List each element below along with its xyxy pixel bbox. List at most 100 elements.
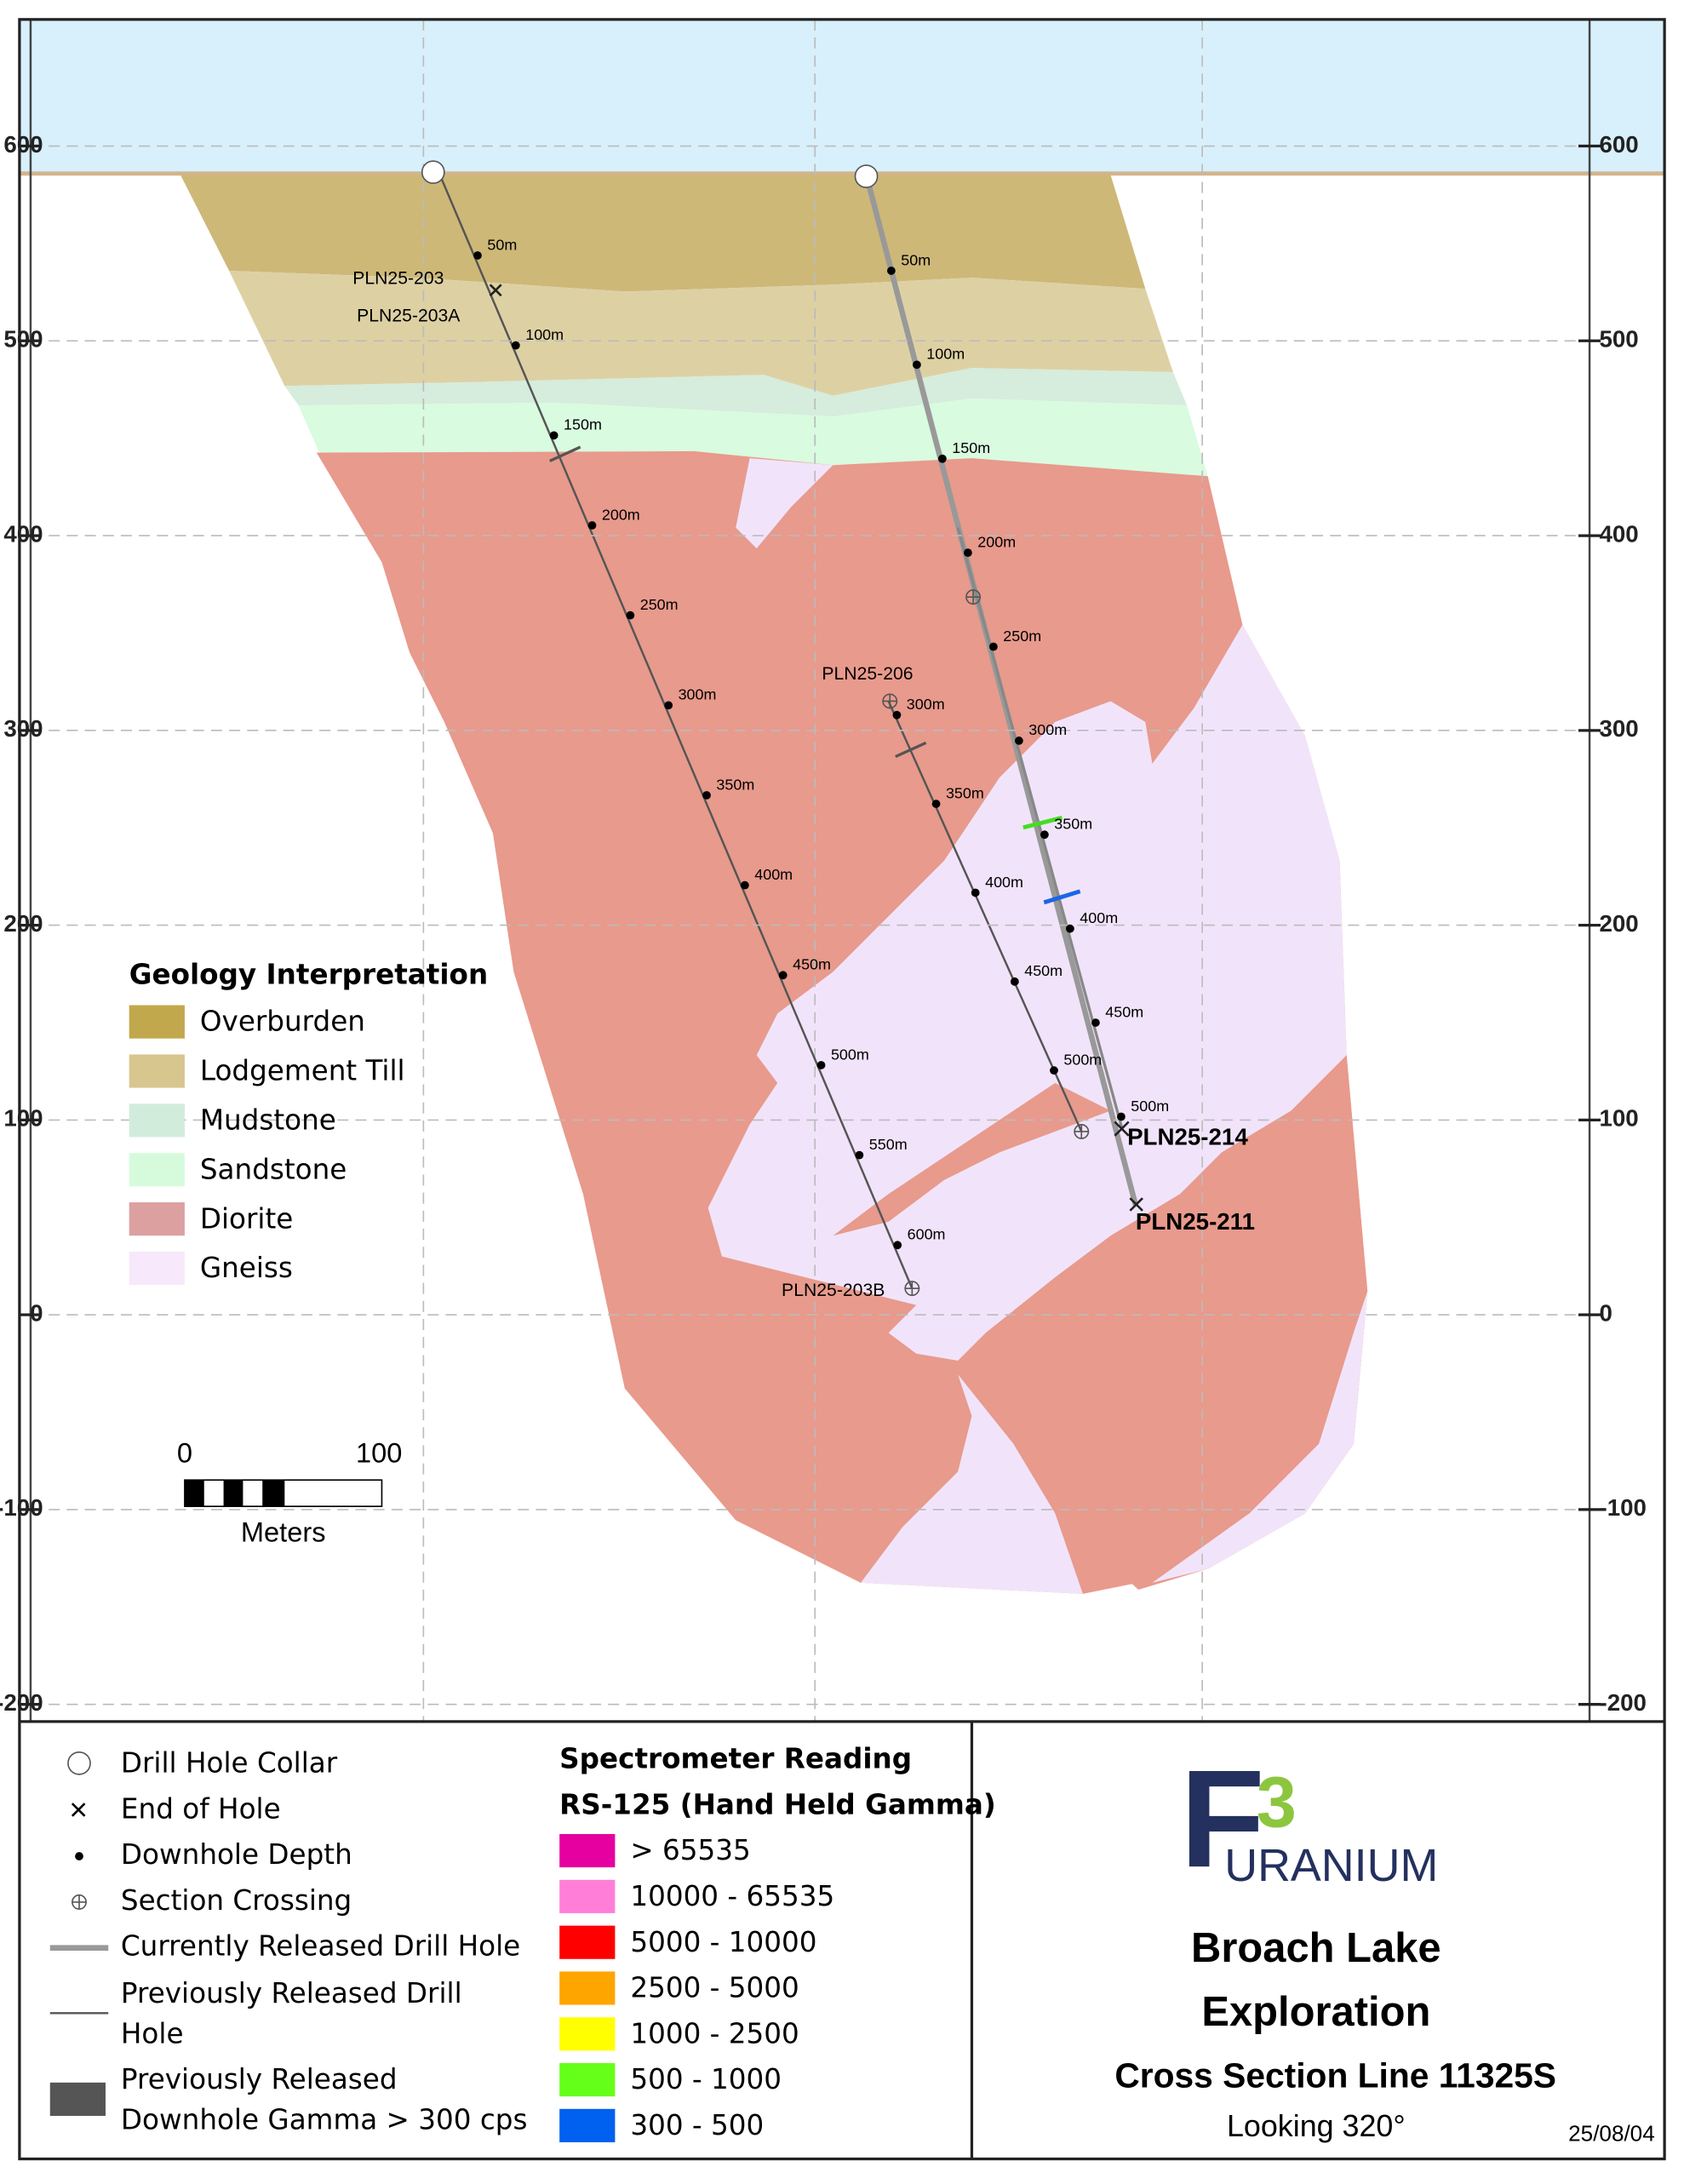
depth-label: 350m: [946, 784, 984, 801]
elevation-label: 500: [1599, 326, 1638, 353]
mudstone: [284, 368, 1188, 417]
hole-label: PLN25-203A: [357, 306, 461, 325]
depth-label: 100m: [926, 346, 965, 363]
symbol-label: Section Crossing: [121, 1884, 352, 1917]
scale-end: 100: [356, 1436, 402, 1468]
depth-label: 150m: [564, 416, 602, 433]
frame: [18, 18, 1666, 2161]
section-crossing: [905, 1281, 919, 1296]
lodgement-till: [229, 270, 1173, 396]
elevation-label: 400: [3, 520, 43, 547]
previous-drill-hole: [887, 700, 1083, 1132]
elevation-label: -200: [0, 1689, 43, 1716]
title-line: Broach Lake: [1191, 1925, 1441, 1971]
subtitle: Cross Section Line 11325S: [1114, 2056, 1556, 2095]
date: 25/08/04: [1568, 2121, 1655, 2147]
elevation-label: 0: [30, 1299, 43, 1326]
symbol-label: End of Hole: [121, 1792, 281, 1825]
depth-dot: [664, 701, 673, 710]
depth-label: 400m: [1080, 909, 1118, 926]
spectrometer-swatch: [559, 2017, 616, 2051]
depth-dot: [893, 1241, 902, 1250]
symbol-label: Previously Released Drill: [121, 1977, 462, 2009]
spectrometer-swatch: [559, 2063, 616, 2097]
legend-label: Sandstone: [200, 1153, 347, 1185]
depth-dot: [1050, 1066, 1058, 1075]
depth-label: 450m: [1024, 962, 1063, 979]
depth-dot: [587, 521, 597, 530]
depth-dot: [778, 971, 788, 980]
elevation-label: 100: [1599, 1105, 1638, 1132]
logo-word: URANIUM: [1224, 1840, 1438, 1891]
hole-label: PLN25-203: [352, 268, 444, 288]
symbol-label: Hole: [121, 2017, 184, 2049]
geology-legend-title: Geology Interpretation: [129, 958, 488, 990]
elevation-label: 0: [1599, 1299, 1612, 1326]
depth-dot: [1015, 737, 1023, 745]
elevation-label: 300: [1599, 715, 1638, 742]
spectrometer-title: RS-125 (Hand Held Gamma): [559, 1788, 996, 1820]
spectrometer-label: 5000 - 10000: [630, 1926, 816, 1958]
gneiss: [707, 624, 1347, 1361]
depth-dot: [892, 710, 902, 719]
symbol-label: Downhole Gamma > 300 cps: [121, 2104, 528, 2136]
scale-bar-segment: [262, 1480, 285, 1507]
overburden: [180, 175, 1146, 292]
symbol-label: Previously Released: [121, 2063, 398, 2095]
symbol-label: Downhole Depth: [121, 1838, 352, 1871]
depth-label: 50m: [487, 236, 517, 253]
scale-bar: 0 100 Meters: [177, 1436, 403, 1547]
symbol-label: Drill Hole Collar: [121, 1746, 338, 1779]
elevation-label: 500: [3, 326, 43, 353]
depth-label: 450m: [793, 956, 831, 973]
depth-label: 300m: [1028, 721, 1067, 738]
current-drill-hole: [956, 527, 1124, 1128]
depth-dot: [1066, 924, 1074, 933]
depth-dot: [1010, 977, 1019, 986]
scale-bar-segment: [184, 1480, 204, 1507]
end-of-hole: [1114, 1121, 1130, 1137]
depth-dot: [855, 1150, 864, 1160]
depth-dot: [702, 791, 711, 800]
elevation-label: 200: [3, 910, 43, 937]
depth-dot: [549, 431, 558, 440]
crossings: [882, 589, 1090, 1297]
scale-unit: Meters: [241, 1516, 326, 1547]
depth-label: 350m: [716, 776, 754, 793]
spectrometer-label: 10000 - 65535: [630, 1880, 834, 1912]
depth-label: 550m: [869, 1136, 908, 1153]
spectrometer-label: 2500 - 5000: [630, 1972, 799, 2004]
depth-dot: [511, 341, 520, 350]
legend-swatch: [129, 1153, 185, 1187]
scale-start: 0: [177, 1436, 192, 1468]
crossing-tick: [549, 445, 581, 462]
depth-label: 300m: [679, 686, 717, 703]
spectrometer-label: 500 - 1000: [630, 2063, 782, 2095]
depth-dot: [816, 1061, 826, 1069]
elevation-label: 400: [1599, 520, 1638, 547]
legend-swatch: [129, 1202, 185, 1236]
gneiss: [861, 1374, 1083, 1594]
view-direction: Looking 320°: [1227, 2109, 1406, 2143]
end-of-hole: [1129, 1197, 1143, 1212]
symbol-icons: [49, 1751, 109, 2116]
depth-label: 300m: [907, 696, 945, 713]
depth-label: 100m: [525, 326, 564, 343]
hole-label: PLN25-206: [822, 664, 913, 684]
depth-label: 250m: [640, 596, 679, 613]
legend-label: Diorite: [200, 1202, 293, 1235]
crossing-tick: [895, 741, 927, 759]
spectrometer-swatch: [559, 1971, 616, 2005]
elevation-label: 600: [3, 131, 43, 158]
depth-label: 450m: [1105, 1003, 1143, 1020]
legend-swatch: [129, 1103, 185, 1138]
depth-label: 200m: [602, 506, 640, 523]
depth-dot: [740, 880, 749, 890]
section-crossing: [883, 694, 897, 708]
depth-dot: [886, 267, 896, 275]
depth-dot: [626, 610, 635, 620]
legend-label: Overburden: [200, 1006, 365, 1038]
depth-label: 500m: [831, 1046, 869, 1063]
